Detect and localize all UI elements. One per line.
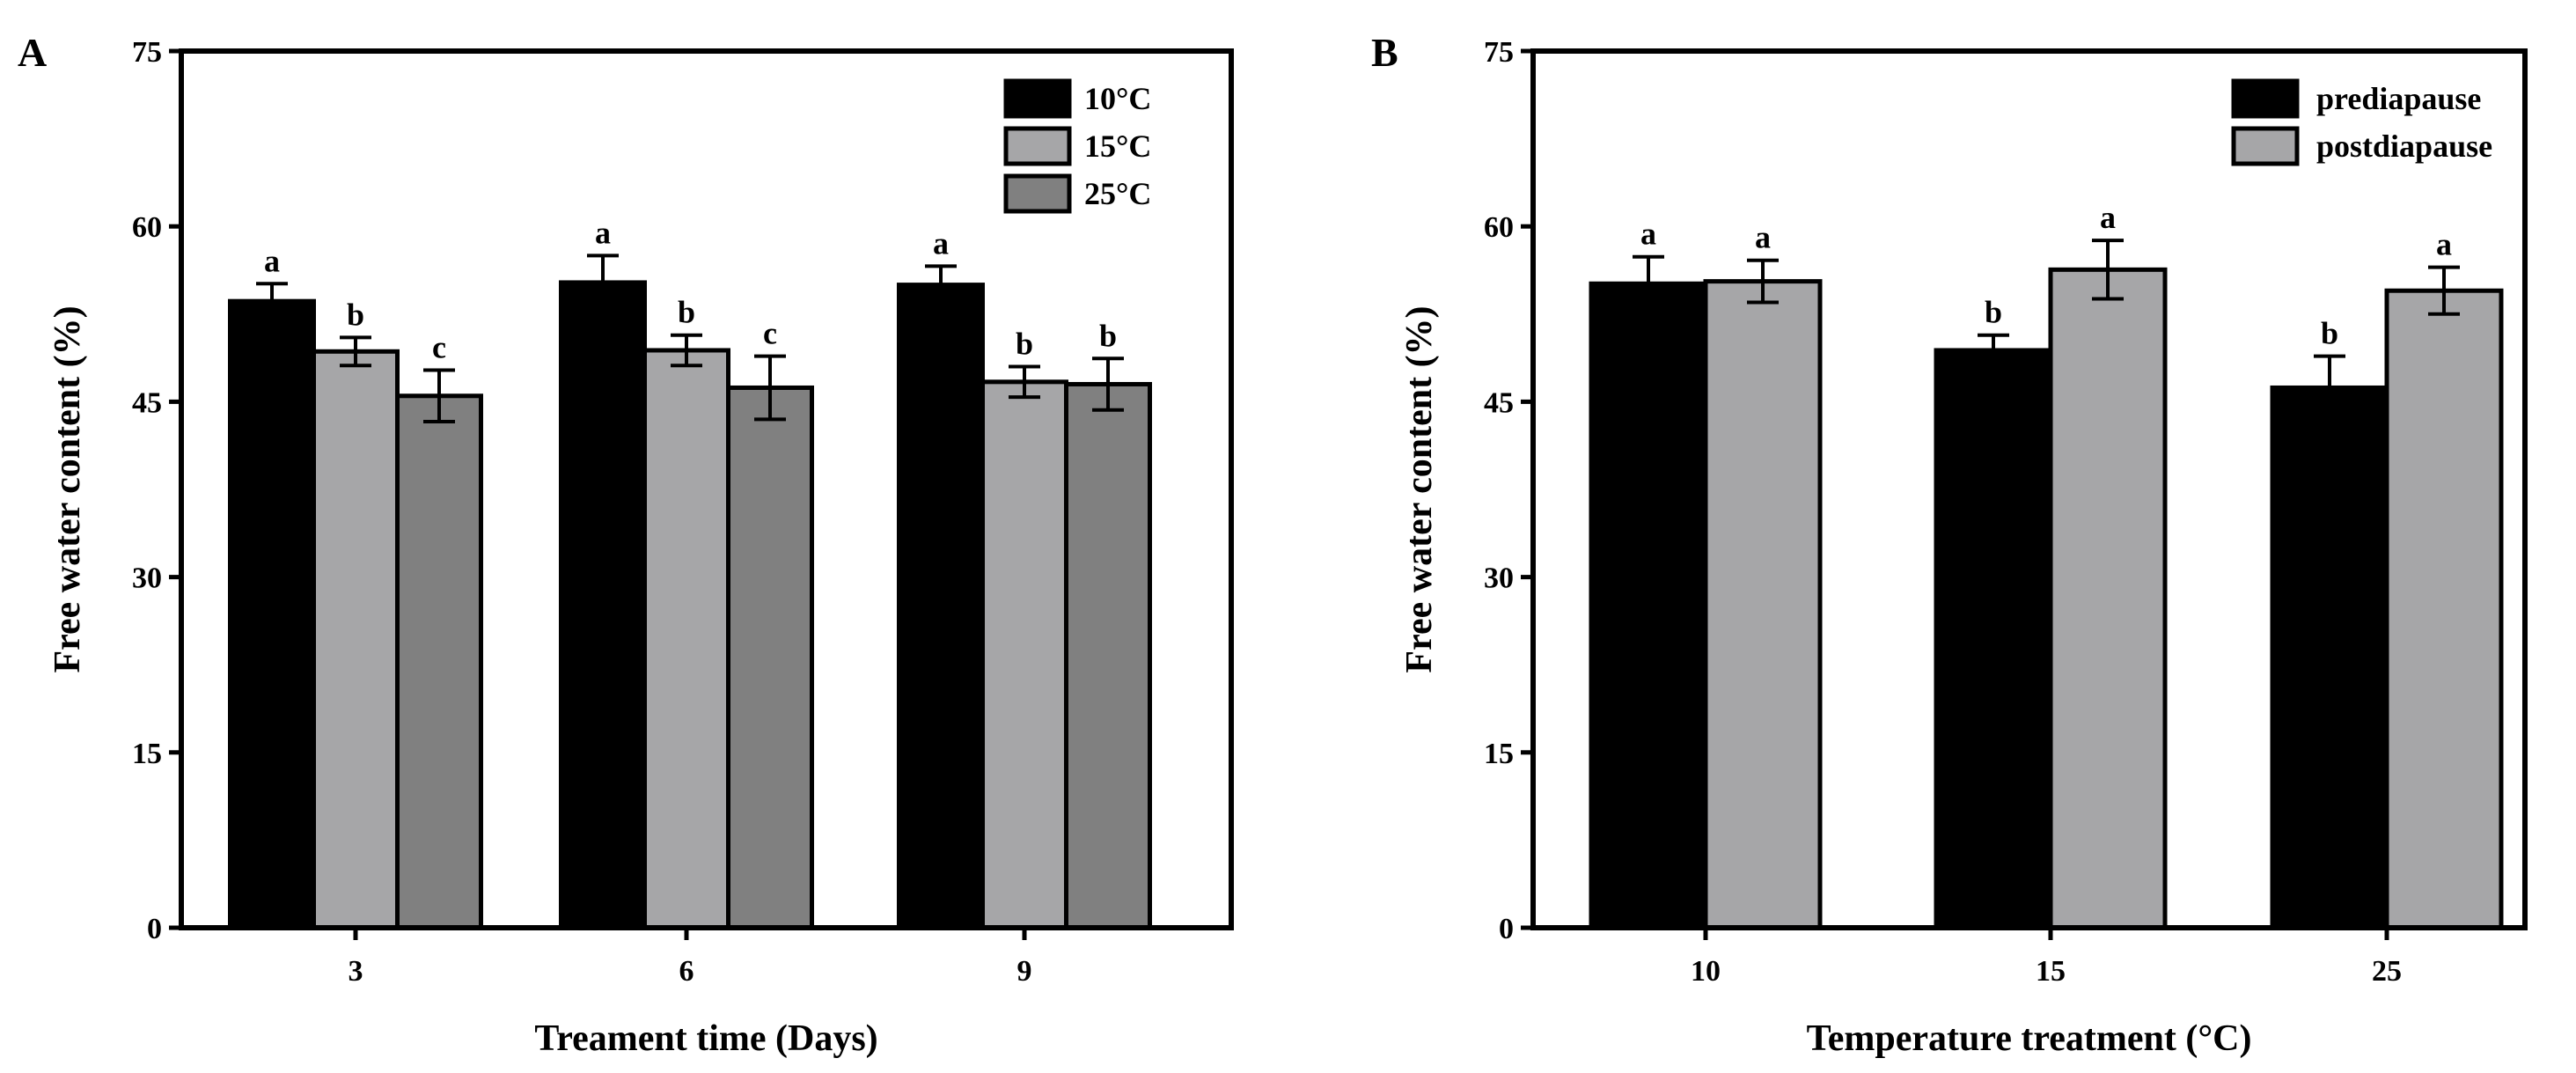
error-bar: [1747, 258, 1779, 305]
y-tick-label: 15: [1484, 738, 1514, 770]
x-tick-label: 3: [349, 955, 363, 988]
error-bar: [423, 368, 455, 423]
legend-label: postdiapause: [2316, 129, 2492, 164]
significance-label: a: [264, 243, 280, 278]
x-tick-label: 10: [1691, 955, 1721, 988]
y-tick-label: 30: [1484, 562, 1514, 595]
significance-label: c: [763, 316, 777, 351]
significance-label: a: [933, 225, 949, 261]
bar: [1589, 281, 1708, 930]
bar: [395, 393, 483, 930]
legend-label: prediapause: [2316, 81, 2481, 116]
y-tick-label: 75: [132, 36, 162, 69]
x-tick-label: 6: [679, 955, 694, 988]
y-tick-label: 60: [132, 211, 162, 244]
legend: prediapause postdiapause: [2231, 78, 2492, 166]
legend-swatch: [1003, 126, 1072, 166]
x-axis-label: Treament time (Days): [534, 1018, 877, 1059]
bar: [2048, 267, 2168, 930]
significance-label: a: [2100, 200, 2116, 235]
error-bar: [2092, 239, 2124, 301]
significance-label: b: [678, 295, 695, 330]
significance-label: c: [432, 330, 446, 365]
x-tick-label: 25: [2372, 955, 2402, 988]
significance-label: b: [2321, 316, 2338, 351]
y-tick-label: 45: [132, 386, 162, 419]
error-bar: [1633, 254, 1664, 312]
legend-swatch: [1003, 78, 1072, 119]
bar: [559, 280, 647, 930]
y-tick-label: 75: [1484, 36, 1514, 69]
error-bar: [1978, 333, 2009, 368]
panel-label: A: [18, 30, 47, 75]
plot-frame: [1530, 48, 2528, 930]
bar: [1703, 279, 1823, 930]
significance-label: a: [2436, 227, 2452, 262]
legend-swatch: [1003, 173, 1072, 214]
y-axis-label: Free water content (%): [48, 305, 88, 672]
chart-panel-b: B 0 15 30 45 60 75 a a 10 b a 15 b a 25 prediapause postd…: [1371, 30, 2528, 1059]
bar: [642, 348, 730, 930]
bar: [1064, 381, 1152, 930]
y-tick-label: 60: [1484, 211, 1514, 244]
bar: [312, 349, 400, 930]
bar: [726, 385, 814, 930]
legend: 10°C 15°C 25°C: [1003, 78, 1151, 214]
significance-label: b: [1016, 327, 1033, 362]
significance-label: b: [347, 297, 364, 332]
panel-label: B: [1371, 30, 1398, 75]
y-tick-label: 0: [147, 913, 162, 945]
error-bar: [1092, 356, 1124, 412]
x-axis-label: Temperature treatment (°C): [1807, 1018, 2252, 1059]
error-bar: [256, 282, 288, 321]
bar: [2270, 385, 2389, 930]
y-tick-label: 45: [1484, 386, 1514, 419]
legend-label: 15°C: [1084, 129, 1151, 164]
significance-label: b: [1985, 295, 2002, 330]
error-bar: [754, 354, 786, 422]
error-bar: [1009, 364, 1040, 400]
error-bar: [587, 254, 619, 312]
bar: [897, 283, 985, 930]
legend-swatch: [2231, 78, 2300, 119]
y-tick-label: 30: [132, 562, 162, 595]
x-tick-label: 15: [2036, 955, 2066, 988]
significance-label: a: [1755, 220, 1771, 255]
chart-panel-a: A 0 15 30 45 60 75 a b c 3 a b c 6 a b b 9 10°C 15°C 25°C Trea…: [18, 30, 1234, 1059]
error-bar: [925, 264, 957, 305]
x-tick-label: 9: [1017, 955, 1032, 988]
y-tick-label: 0: [1499, 913, 1514, 945]
error-bar: [340, 335, 371, 368]
bar: [2384, 288, 2504, 930]
significance-label: b: [1099, 318, 1117, 353]
error-bar: [2428, 265, 2460, 316]
error-bar: [671, 333, 702, 368]
legend-swatch: [2231, 126, 2300, 166]
bar: [1934, 348, 2053, 930]
legend-label: 10°C: [1084, 81, 1151, 116]
significance-label: a: [595, 215, 611, 250]
bar: [228, 298, 316, 930]
significance-label: a: [1640, 217, 1656, 252]
legend-label: 25°C: [1084, 176, 1151, 211]
plot-frame: [179, 48, 1234, 930]
error-bar: [2314, 354, 2345, 422]
bar: [980, 379, 1068, 930]
y-axis-label: Free water content (%): [1399, 305, 1440, 672]
y-tick-label: 15: [132, 738, 162, 770]
